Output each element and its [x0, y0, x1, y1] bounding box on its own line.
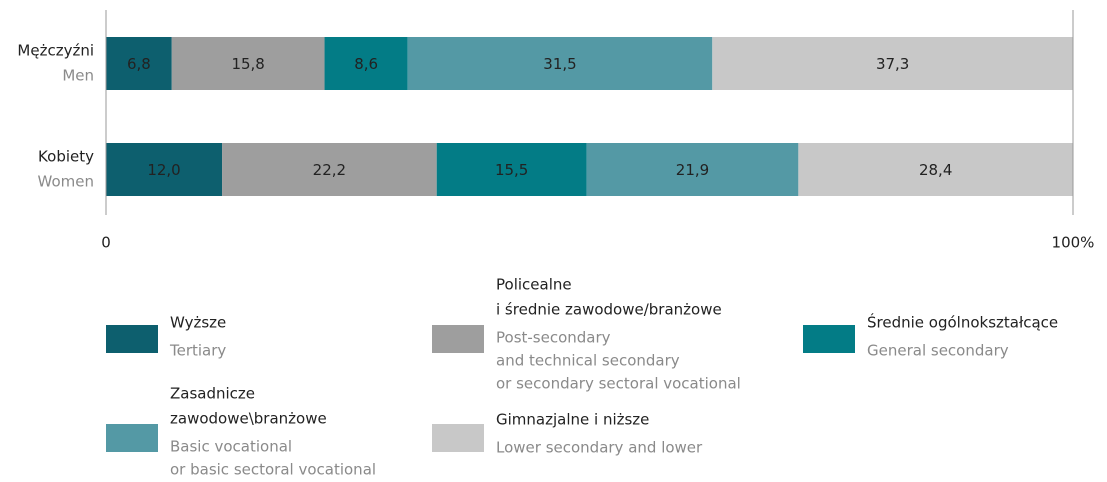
legend-label: Średnie ogólnokształcące [867, 313, 1058, 332]
legend-label-en: General secondary [867, 342, 1009, 360]
value-label: 21,9 [676, 161, 709, 179]
bar-segment [222, 143, 437, 196]
value-label: 31,5 [543, 55, 576, 73]
legend-label: zawodowe\branżowe [170, 410, 327, 428]
legend-swatch [432, 325, 484, 353]
bar-segment [171, 37, 325, 90]
value-label: 28,4 [919, 161, 952, 179]
legend-label-en: Tertiary [169, 342, 226, 360]
legend-label-en: Basic vocational [170, 438, 292, 456]
bar-segment [586, 143, 799, 196]
legend-label-en: Lower secondary and lower [496, 439, 703, 457]
value-label: 6,8 [127, 55, 151, 73]
bar-segment [106, 37, 172, 90]
bar-segment [712, 37, 1073, 90]
category-label: Kobiety [38, 148, 94, 166]
legend-label: Wyższe [170, 314, 226, 332]
value-label: 15,8 [231, 55, 264, 73]
legend-label-en: or basic sectoral vocational [170, 461, 376, 479]
value-label: 12,0 [147, 161, 180, 179]
legend-swatch [106, 325, 158, 353]
legend-swatch [106, 424, 158, 452]
legend-label-en: and technical secondary [496, 352, 680, 370]
category-label-en: Women [38, 173, 94, 191]
value-label: 37,3 [876, 55, 909, 73]
category-label: Mężczyźni [17, 42, 94, 60]
value-label: 22,2 [313, 161, 346, 179]
value-label: 8,6 [354, 55, 378, 73]
bar-segment [324, 37, 408, 90]
category-label-en: Men [62, 67, 94, 85]
legend-label: i średnie zawodowe/branżowe [496, 301, 722, 319]
legend-label: Policealne [496, 276, 572, 294]
bar-segment [407, 37, 713, 90]
legend-label-en: Post-secondary [496, 329, 611, 347]
x-tick-label: 0 [101, 234, 111, 252]
legend-label-en: or secondary sectoral vocational [496, 375, 741, 393]
value-label: 15,5 [495, 161, 528, 179]
legend-label: Gimnazjalne i niższe [496, 411, 649, 429]
bar-segment [798, 143, 1073, 196]
bar-segment [436, 143, 587, 196]
legend-swatch [803, 325, 855, 353]
legend-swatch [432, 424, 484, 452]
bar-segment [106, 143, 223, 196]
x-tick-label: 100% [1052, 234, 1095, 252]
legend-label: Zasadnicze [170, 385, 255, 403]
